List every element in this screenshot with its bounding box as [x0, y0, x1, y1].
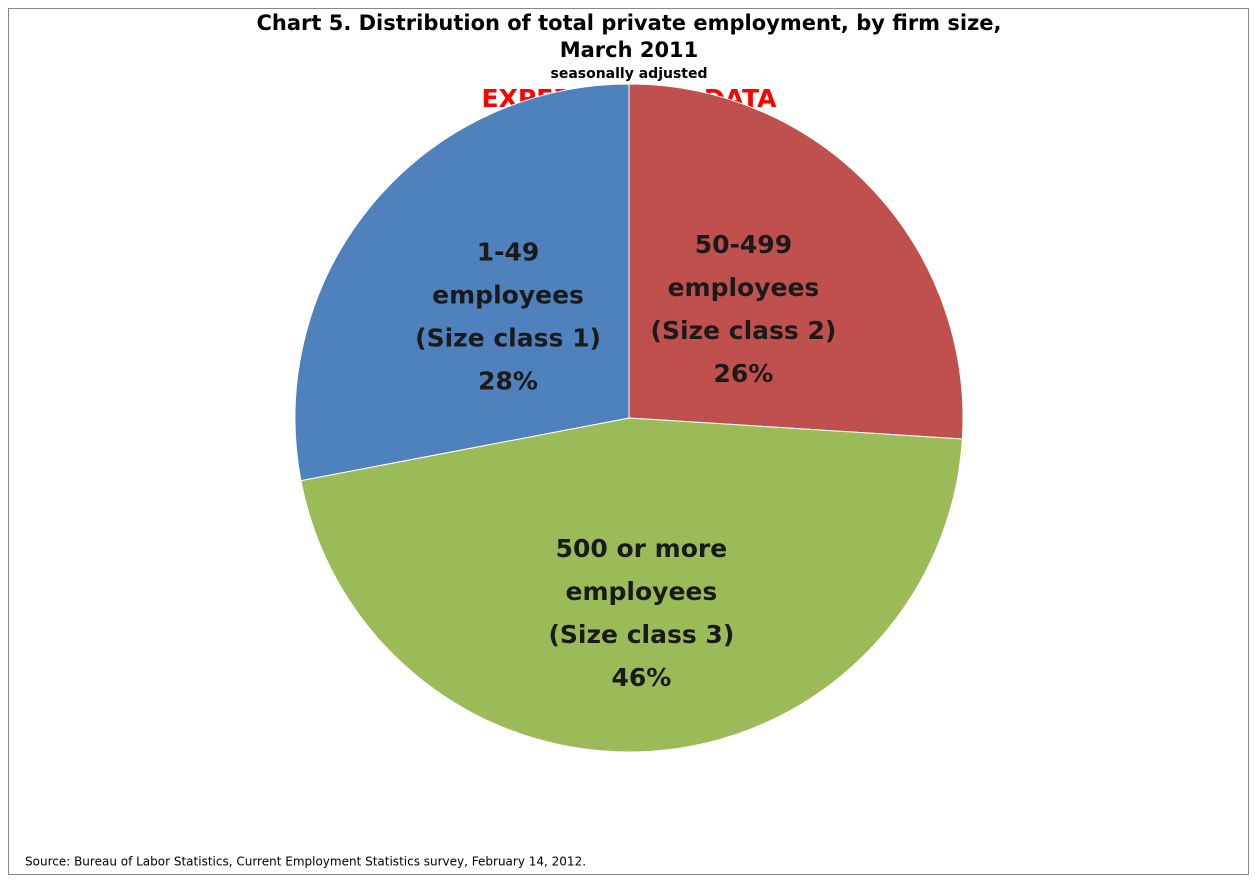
pie-slice [628, 83, 964, 440]
slice-label: 50-499 employees (Size class 2) [651, 230, 837, 345]
pie-slice [300, 417, 963, 753]
pie-slice [294, 83, 630, 482]
slice-value-label: 28% [478, 366, 538, 395]
chart-title: Chart 5. Distribution of total private e… [256, 11, 1001, 35]
slice-label: 500 or more employees (Size class 3) [548, 534, 734, 649]
source-note: Source: Bureau of Labor Statistics, Curr… [25, 855, 586, 869]
chart-subtitle: seasonally adjusted [550, 66, 707, 82]
slice-label: 1-49 employees (Size class 1) [415, 237, 601, 352]
slice-value-label: 46% [611, 663, 671, 692]
chart-title: March 2011 [560, 38, 699, 62]
slice-value-label: 26% [714, 359, 774, 388]
